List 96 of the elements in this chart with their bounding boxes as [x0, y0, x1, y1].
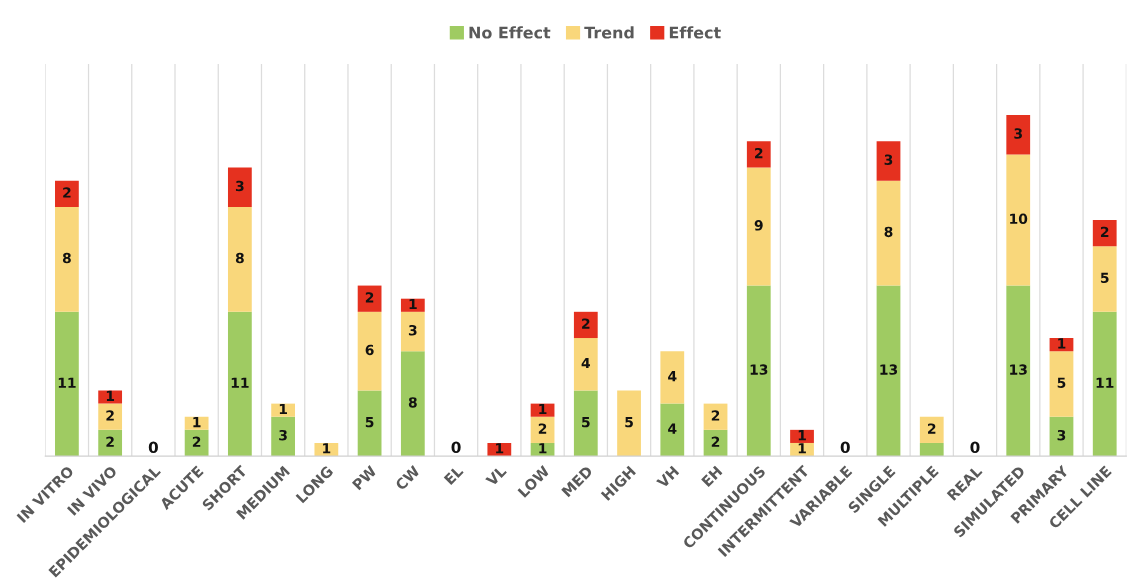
- x-tick-label: VL: [485, 465, 507, 487]
- data-label: 1: [539, 443, 547, 454]
- legend-label: Trend: [584, 26, 634, 39]
- bar: [573, 311, 598, 339]
- bar: [227, 167, 252, 207]
- data-label: 2: [365, 292, 374, 303]
- bar: [357, 311, 382, 391]
- bar: [876, 141, 901, 181]
- bar: [55, 206, 79, 312]
- data-label: 3: [279, 429, 287, 441]
- data-label: 8: [62, 252, 71, 264]
- bar: [1049, 351, 1074, 417]
- data-label: 3: [235, 180, 244, 192]
- data-label: 11: [231, 377, 249, 388]
- bar: [573, 390, 598, 457]
- data-label: 3: [884, 154, 893, 165]
- data-label: 6: [365, 344, 374, 356]
- data-label: 11: [58, 377, 76, 388]
- bar: [1006, 285, 1031, 457]
- x-tick-label: EL: [443, 465, 464, 485]
- bar: [746, 285, 771, 457]
- data-label: 2: [192, 436, 201, 447]
- bar: [1006, 154, 1031, 286]
- data-label: 9: [754, 220, 763, 231]
- data-label: 2: [928, 423, 936, 434]
- x-tick-label: CW: [394, 464, 421, 491]
- data-label: 1: [193, 417, 201, 428]
- data-label: 5: [365, 417, 374, 428]
- data-label: 1: [539, 403, 547, 415]
- bar: [1092, 219, 1117, 247]
- total-label: 0: [451, 441, 461, 454]
- data-label: 1: [279, 403, 287, 415]
- bar: [660, 403, 685, 457]
- data-label: 1: [409, 298, 417, 310]
- data-label: 11: [1096, 377, 1114, 388]
- data-label: 1: [1058, 338, 1066, 349]
- bar: [184, 429, 209, 457]
- data-label: 1: [798, 443, 806, 454]
- data-label: 4: [581, 357, 590, 369]
- bar: [919, 416, 944, 443]
- bar: [919, 442, 944, 457]
- legend-label: Effect: [669, 26, 721, 39]
- bar: [227, 311, 252, 457]
- bar: [876, 180, 901, 286]
- data-label: 2: [711, 436, 720, 447]
- total-label: 0: [970, 441, 980, 454]
- data-label: 13: [750, 364, 768, 375]
- bar: [746, 167, 771, 286]
- data-label: 1: [323, 443, 331, 454]
- bar: [1092, 311, 1117, 457]
- data-label: 13: [1010, 364, 1027, 375]
- data-label: 1: [496, 443, 504, 454]
- data-label: 1: [798, 430, 806, 441]
- data-label: 13: [880, 364, 898, 375]
- data-label: 5: [1100, 272, 1109, 284]
- data-label: 1: [106, 390, 115, 401]
- bar: [1006, 115, 1031, 155]
- x-tick-label: VH: [656, 465, 680, 489]
- data-label: 8: [884, 226, 893, 238]
- bar: [227, 206, 252, 312]
- data-label: 2: [106, 410, 114, 421]
- bar: [357, 390, 382, 457]
- bar: [573, 338, 598, 391]
- data-label: 2: [711, 410, 720, 421]
- bar: [617, 390, 641, 457]
- bar: [271, 416, 295, 457]
- data-label: 2: [755, 147, 763, 159]
- data-label: 2: [1100, 226, 1109, 237]
- data-label: 10: [1010, 213, 1028, 225]
- data-label: 3: [1014, 128, 1022, 139]
- data-label: 8: [408, 397, 417, 408]
- bar: [98, 403, 123, 430]
- bar: [55, 311, 79, 457]
- data-label: 5: [582, 417, 590, 428]
- data-label: 2: [582, 318, 590, 329]
- data-label: 3: [1057, 429, 1066, 441]
- data-label: 3: [408, 325, 417, 336]
- data-label: 4: [668, 371, 677, 382]
- data-label: 2: [106, 436, 114, 447]
- bar: [55, 180, 79, 207]
- bar: [746, 141, 771, 168]
- data-label: 4: [668, 423, 677, 434]
- bar: [660, 351, 685, 404]
- bar: [400, 311, 425, 352]
- bar: [876, 285, 901, 457]
- data-label: 2: [538, 423, 547, 434]
- bar: [1092, 246, 1117, 312]
- data-label: 5: [625, 417, 633, 428]
- data-label: 8: [235, 252, 244, 264]
- bar: [400, 351, 425, 457]
- data-label: 2: [63, 187, 71, 198]
- legend-label: No Effect: [469, 26, 551, 39]
- total-label: 0: [148, 441, 158, 454]
- data-label: 5: [1057, 377, 1066, 388]
- total-label: 0: [840, 441, 850, 454]
- x-tick-label: PW: [351, 465, 378, 491]
